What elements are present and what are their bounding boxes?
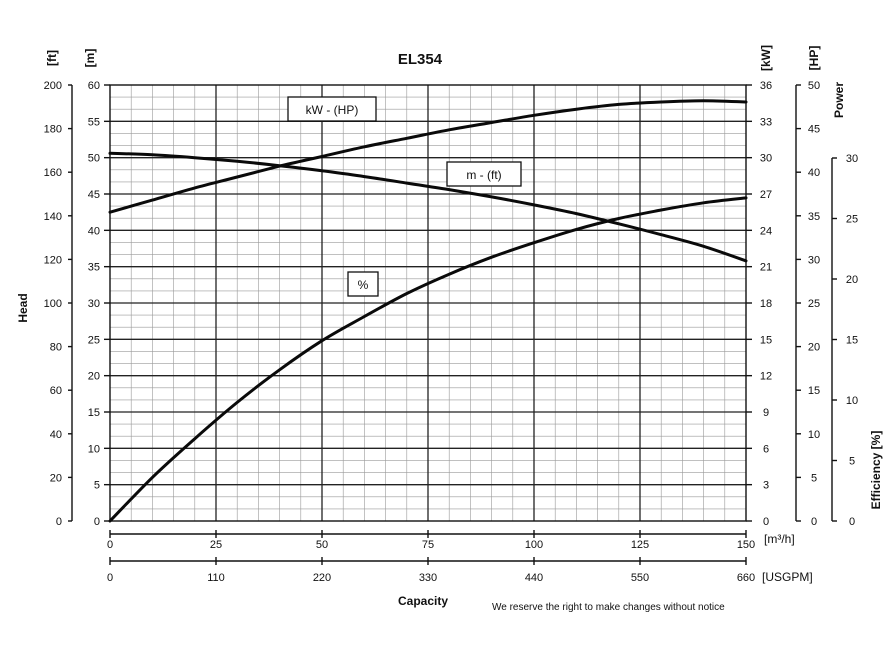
efficiency-axis-label: Efficiency [%] (869, 431, 883, 510)
tick-label-kw: 9 (763, 407, 769, 419)
y-left-axis-label: Head (16, 293, 30, 322)
tick-label-m: 55 (88, 116, 100, 128)
tick-label-usgpm: 220 (313, 572, 331, 584)
efficiency-curve (108, 196, 748, 523)
y-right-hp-unit: [HP] (807, 46, 821, 71)
tick-label-m: 40 (88, 225, 100, 237)
series-label-power-text: kW - (HP) (306, 103, 359, 117)
tick-label-kw: 33 (760, 116, 772, 128)
tick-label-kw: 21 (760, 262, 772, 274)
grid (110, 85, 746, 521)
tick-label-usgpm: 110 (207, 572, 225, 584)
tick-label-m: 30 (88, 298, 100, 310)
series-label-head-text: m - (ft) (466, 168, 501, 182)
tick-label-ft: 0 (56, 516, 62, 528)
tick-label-kw: 18 (760, 298, 772, 310)
tick-label-m: 20 (88, 371, 100, 383)
tick-label-capacity: 75 (422, 539, 434, 551)
chart-title: EL354 (398, 51, 443, 68)
tick-label-kw: 6 (763, 443, 769, 455)
tick-label-usgpm: 0 (107, 572, 113, 584)
tick-label-efficiency: 30 (846, 153, 858, 165)
tick-label-hp: 0 (811, 516, 817, 528)
tick-label-hp: 5 (811, 472, 817, 484)
tick-label-efficiency: 20 (846, 274, 858, 286)
head-curve (108, 151, 748, 263)
x-secondary-unit: [USGPM] (762, 570, 813, 584)
y-right-kw-unit: [kW] (759, 45, 773, 71)
series-label-efficiency-text: % (358, 278, 369, 292)
series-curves (108, 99, 748, 523)
tick-label-efficiency: 25 (846, 214, 858, 226)
y-left-m-unit: [m] (83, 49, 97, 68)
tick-label-kw: 3 (763, 480, 769, 492)
tick-label-kw: 12 (760, 371, 772, 383)
tick-label-m: 10 (88, 443, 100, 455)
tick-label-m: 45 (88, 189, 100, 201)
x-primary-unit: [m³/h] (764, 532, 795, 546)
tick-label-m: 0 (94, 516, 100, 528)
tick-label-efficiency: 0 (849, 516, 855, 528)
tick-label-hp: 45 (808, 124, 820, 136)
tick-label-capacity: 50 (316, 539, 328, 551)
tick-label-kw: 36 (760, 80, 772, 92)
tick-label-efficiency: 15 (846, 335, 858, 347)
tick-label-usgpm: 330 (419, 572, 437, 584)
y-left-ft-unit: [ft] (45, 50, 59, 66)
tick-labels: 0204060801001201401601802000510152025303… (44, 80, 858, 584)
tick-label-usgpm: 660 (737, 572, 755, 584)
tick-label-ft: 120 (44, 254, 62, 266)
tick-label-hp: 50 (808, 80, 820, 92)
tick-label-hp: 20 (808, 342, 820, 354)
tick-label-efficiency: 5 (849, 456, 855, 468)
x-axis-label: Capacity (398, 594, 448, 608)
tick-label-m: 15 (88, 407, 100, 419)
tick-label-kw: 0 (763, 516, 769, 528)
tick-label-capacity: 125 (631, 539, 649, 551)
tick-label-ft: 60 (50, 385, 62, 397)
tick-label-efficiency: 10 (846, 395, 858, 407)
tick-label-capacity: 150 (737, 539, 755, 551)
tick-label-ft: 100 (44, 298, 62, 310)
tick-label-hp: 40 (808, 167, 820, 179)
tick-label-kw: 15 (760, 334, 772, 346)
series-label-power: kW - (HP) (287, 96, 377, 122)
tick-label-m: 60 (88, 80, 100, 92)
series-label-head: m - (ft) (446, 161, 522, 187)
tick-label-kw: 24 (760, 225, 772, 237)
tick-label-ft: 80 (50, 342, 62, 354)
tick-label-kw: 27 (760, 189, 772, 201)
tick-label-hp: 15 (808, 385, 820, 397)
tick-label-ft: 200 (44, 80, 62, 92)
power-axis-label: Power (832, 82, 846, 118)
tick-label-m: 50 (88, 153, 100, 165)
tick-label-ft: 180 (44, 124, 62, 136)
tick-label-ft: 20 (50, 472, 62, 484)
tick-label-capacity: 100 (525, 539, 543, 551)
tick-label-usgpm: 440 (525, 572, 543, 584)
power-curve (108, 99, 748, 214)
tick-label-hp: 10 (808, 429, 820, 441)
tick-label-hp: 30 (808, 254, 820, 266)
tick-label-m: 5 (94, 480, 100, 492)
tick-label-m: 25 (88, 334, 100, 346)
tick-label-m: 35 (88, 262, 100, 274)
series-label-efficiency: % (347, 271, 379, 297)
tick-label-ft: 140 (44, 211, 62, 223)
tick-label-capacity: 25 (210, 539, 222, 551)
tick-label-ft: 160 (44, 167, 62, 179)
tick-label-hp: 35 (808, 211, 820, 223)
tick-label-ft: 40 (50, 429, 62, 441)
tick-label-hp: 25 (808, 298, 820, 310)
tick-label-usgpm: 550 (631, 572, 649, 584)
footnote: We reserve the right to make changes wit… (492, 602, 725, 613)
tick-label-capacity: 0 (107, 539, 113, 551)
tick-label-kw: 30 (760, 153, 772, 165)
